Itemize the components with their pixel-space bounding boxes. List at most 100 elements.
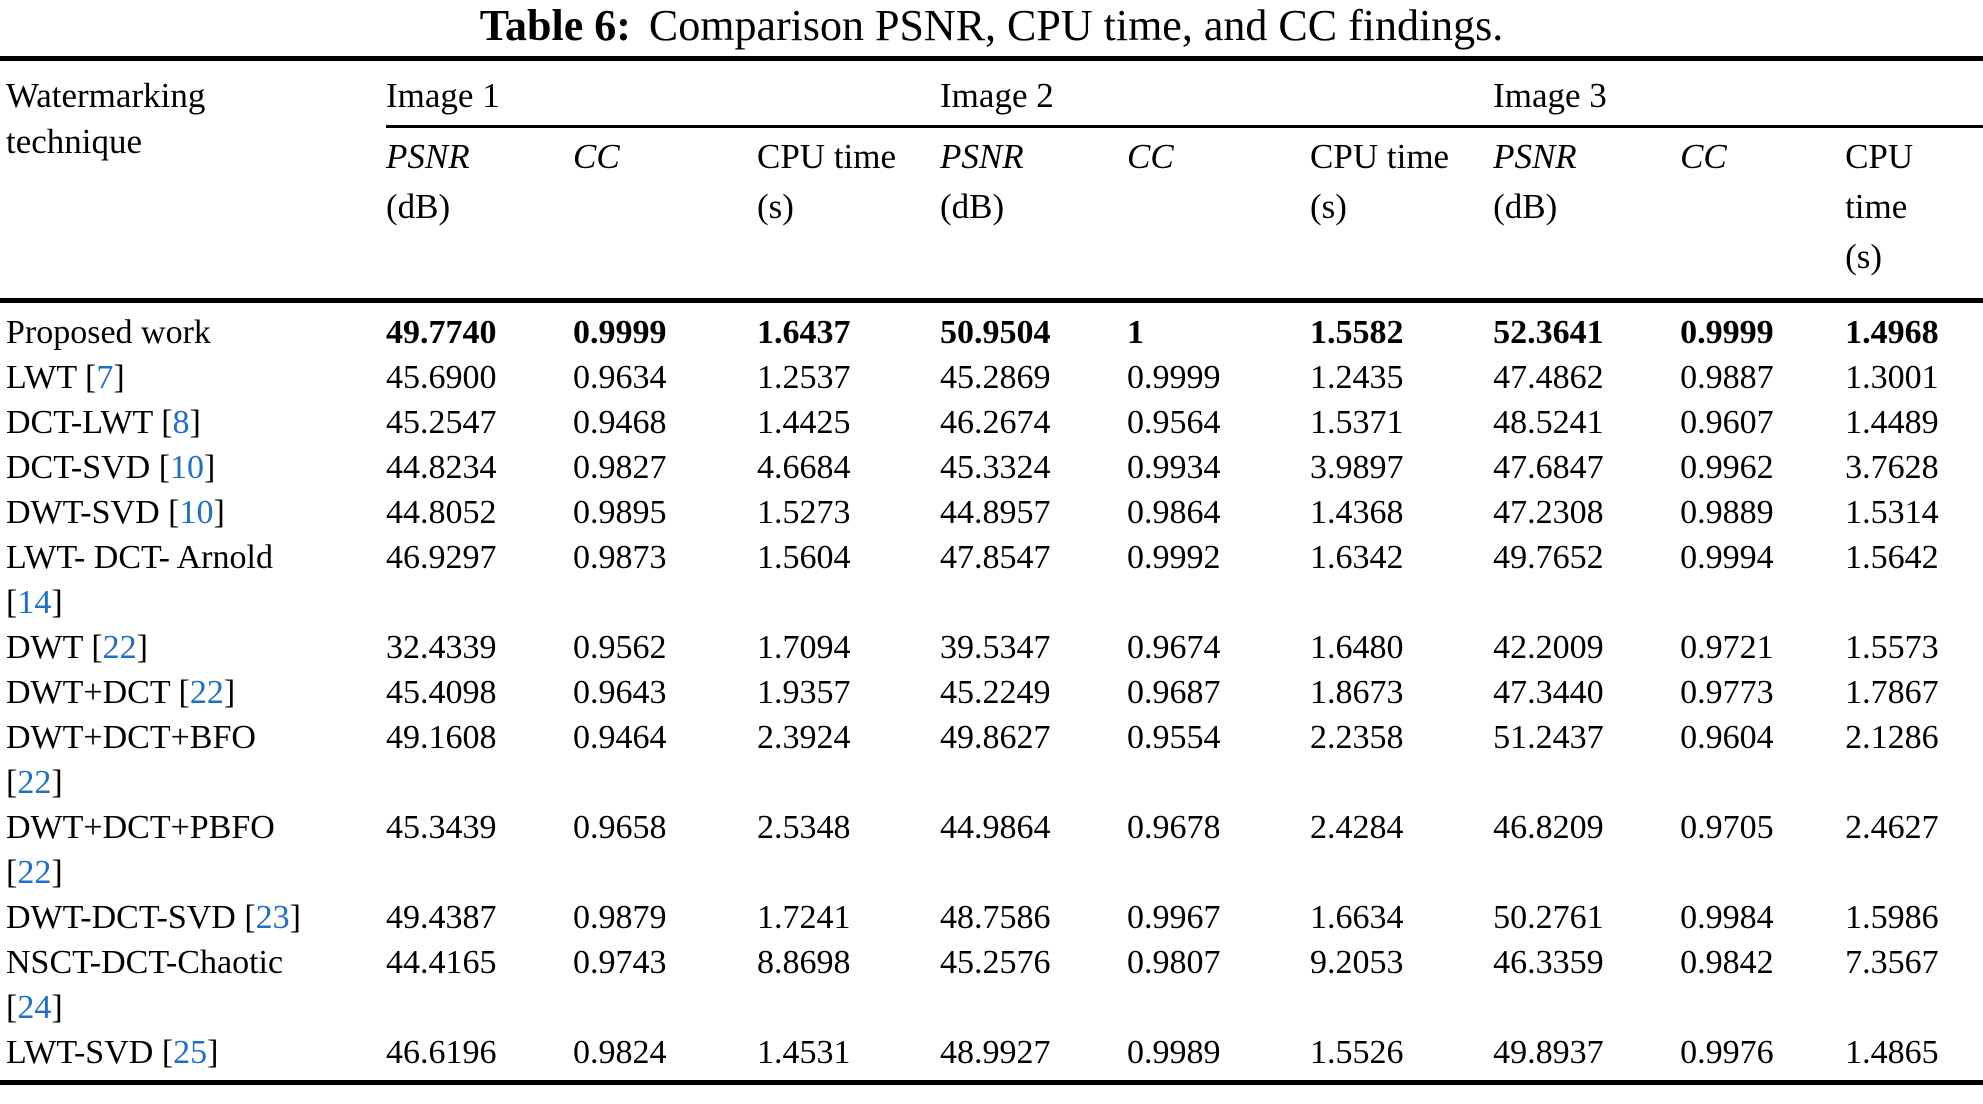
technique-cell: DWT+DCT+BFO [22] bbox=[6, 719, 256, 801]
value-cell: 1.4425 bbox=[757, 404, 851, 441]
table-row: DCT-LWT [8] 45.2547 0.9468 1.4425 46.2674 0.9… bbox=[0, 400, 1983, 445]
value-cell: 39.5347 bbox=[940, 629, 1051, 666]
value-cell: 1.3001 bbox=[1845, 359, 1939, 396]
value-cell: 45.3324 bbox=[940, 449, 1051, 486]
value-cell: 0.9976 bbox=[1680, 1030, 1846, 1085]
value-cell: 0.9564 bbox=[1127, 404, 1221, 441]
value-cell: 52.3641 bbox=[1493, 314, 1604, 351]
value-cell: 50.2761 bbox=[1493, 899, 1604, 936]
value-cell: 0.9967 bbox=[1127, 899, 1221, 936]
citation-link[interactable]: 14 bbox=[17, 584, 52, 621]
value-cell: 45.6900 bbox=[386, 359, 497, 396]
value-cell: 49.7652 bbox=[1493, 539, 1604, 576]
value-cell: 46.6196 bbox=[386, 1030, 573, 1085]
value-cell: 0.9984 bbox=[1680, 899, 1774, 936]
citation-link[interactable]: 22 bbox=[189, 674, 224, 711]
value-cell: 44.4165 bbox=[386, 944, 497, 981]
value-cell: 8.8698 bbox=[757, 944, 851, 981]
value-cell: 0.9864 bbox=[1127, 494, 1221, 531]
table-row: DWT-DCT-SVD [23] 49.4387 0.9879 1.7241 48.75… bbox=[0, 895, 1983, 940]
value-cell: 44.8234 bbox=[386, 449, 497, 486]
value-cell: 1.5986 bbox=[1845, 899, 1939, 936]
value-cell: 45.2869 bbox=[940, 359, 1051, 396]
value-cell: 1.5604 bbox=[757, 539, 851, 576]
value-cell: 45.3439 bbox=[386, 809, 497, 846]
value-cell: 0.9464 bbox=[573, 719, 667, 756]
value-cell: 46.8209 bbox=[1493, 809, 1604, 846]
technique-cell: LWT- DCT- Arnold [14] bbox=[6, 539, 273, 621]
value-cell: 1.5642 bbox=[1845, 539, 1939, 576]
value-cell: 46.2674 bbox=[940, 404, 1051, 441]
value-cell: 2.4284 bbox=[1310, 809, 1404, 846]
table-row: DWT+DCT [22] 45.4098 0.9643 1.9357 45.2249 0.… bbox=[0, 670, 1983, 715]
table-caption-number: Table 6: bbox=[479, 1, 631, 50]
value-cell: 0.9873 bbox=[573, 539, 667, 576]
column-header-cpu-1: CPU time (s) bbox=[757, 126, 941, 303]
value-cell: 2.3924 bbox=[757, 719, 851, 756]
value-cell: 9.2053 bbox=[1310, 944, 1404, 981]
table-row: LWT- DCT- Arnold [14] 46.9297 0.9873 1.5604 4… bbox=[0, 535, 1983, 625]
value-cell: 0.9934 bbox=[1127, 449, 1221, 486]
technique-cell: DCT-SVD [10] bbox=[6, 449, 216, 486]
column-header-cc-2: CC bbox=[1127, 126, 1311, 303]
value-cell: 0.9887 bbox=[1680, 359, 1774, 396]
value-cell: 51.2437 bbox=[1493, 719, 1604, 756]
citation-link[interactable]: 10 bbox=[179, 494, 214, 531]
table-caption: Table 6: Comparison PSNR, CPU time, and C… bbox=[0, 0, 1983, 56]
citation-link[interactable]: 22 bbox=[17, 764, 52, 801]
value-cell: 1.4968 bbox=[1845, 314, 1939, 351]
value-cell: 0.9562 bbox=[573, 629, 667, 666]
value-cell: 1.9357 bbox=[757, 674, 851, 711]
value-cell: 1.8673 bbox=[1310, 674, 1404, 711]
value-cell: 1.5582 bbox=[1310, 314, 1404, 351]
value-cell: 1.5526 bbox=[1310, 1030, 1494, 1085]
value-cell: 0.9773 bbox=[1680, 674, 1774, 711]
value-cell: 47.3440 bbox=[1493, 674, 1604, 711]
citation-link[interactable]: 23 bbox=[255, 899, 290, 936]
citation-link[interactable]: 24 bbox=[17, 989, 52, 1026]
table-row: DCT-SVD [10] 44.8234 0.9827 4.6684 45.3324 0.… bbox=[0, 445, 1983, 490]
technique-cell: DWT-SVD [10] bbox=[6, 494, 225, 531]
table-row: LWT-SVD [25] 46.6196 0.9824 1.4531 48.9927 0.… bbox=[0, 1030, 1983, 1085]
column-header-cc-1: CC bbox=[573, 126, 757, 303]
value-cell: 1.6480 bbox=[1310, 629, 1404, 666]
value-cell: 1.6634 bbox=[1310, 899, 1404, 936]
value-cell: 1.6342 bbox=[1310, 539, 1404, 576]
technique-cell: DWT-DCT-SVD [23] bbox=[6, 899, 301, 936]
value-cell: 1.5273 bbox=[757, 494, 851, 531]
technique-cell: DWT+DCT+PBFO [22] bbox=[6, 809, 275, 891]
value-cell: 0.9827 bbox=[573, 449, 667, 486]
value-cell: 0.9678 bbox=[1127, 809, 1221, 846]
technique-cell: NSCT-DCT-Chaotic [24] bbox=[6, 944, 284, 1026]
value-cell: 1 bbox=[1127, 314, 1145, 351]
value-cell: 46.9297 bbox=[386, 539, 497, 576]
citation-link[interactable]: 8 bbox=[172, 404, 190, 441]
citation-link[interactable]: 22 bbox=[102, 629, 137, 666]
technique-cell: LWT-SVD [25] bbox=[0, 1030, 386, 1085]
table-row: DWT+DCT+BFO [22] 49.1608 0.9464 2.3924 49.862… bbox=[0, 715, 1983, 805]
value-cell: 4.6684 bbox=[757, 449, 851, 486]
value-cell: 49.8937 bbox=[1493, 1030, 1681, 1085]
value-cell: 0.9962 bbox=[1680, 449, 1774, 486]
comparison-table: Watermarking technique Image 1 Image 2 I… bbox=[0, 56, 1983, 1085]
table-row: Proposed work 49.7740 0.9999 1.6437 50.9504 1… bbox=[0, 301, 1983, 356]
value-cell: 0.9999 bbox=[573, 314, 667, 351]
value-cell: 48.7586 bbox=[940, 899, 1051, 936]
citation-link[interactable]: 25 bbox=[173, 1034, 208, 1071]
value-cell: 3.9897 bbox=[1310, 449, 1404, 486]
column-header-technique: Watermarking technique bbox=[0, 58, 386, 303]
value-cell: 47.6847 bbox=[1493, 449, 1604, 486]
value-cell: 45.2249 bbox=[940, 674, 1051, 711]
value-cell: 1.7094 bbox=[757, 629, 851, 666]
citation-link[interactable]: 7 bbox=[96, 359, 114, 396]
technique-cell: LWT [7] bbox=[6, 359, 125, 396]
citation-link[interactable]: 10 bbox=[170, 449, 205, 486]
group-header-image-3: Image 3 bbox=[1493, 58, 1983, 128]
citation-link[interactable]: 22 bbox=[17, 854, 52, 891]
value-cell: 0.9999 bbox=[1680, 314, 1774, 351]
value-cell: 1.5573 bbox=[1845, 629, 1939, 666]
value-cell: 0.9687 bbox=[1127, 674, 1221, 711]
value-cell: 0.9989 bbox=[1127, 1030, 1311, 1085]
value-cell: 0.9992 bbox=[1127, 539, 1221, 576]
value-cell: 47.4862 bbox=[1493, 359, 1604, 396]
